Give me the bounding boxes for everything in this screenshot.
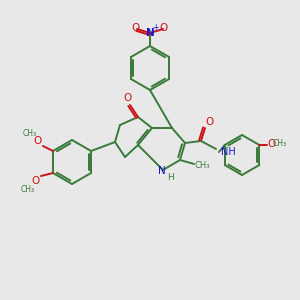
Text: N: N bbox=[146, 28, 154, 38]
Text: O: O bbox=[267, 139, 275, 149]
Text: H: H bbox=[167, 172, 173, 182]
Text: O: O bbox=[123, 93, 131, 103]
Text: O: O bbox=[205, 117, 213, 127]
Text: O: O bbox=[160, 23, 168, 33]
Text: O: O bbox=[34, 136, 42, 146]
Text: NH: NH bbox=[221, 147, 236, 157]
Text: CH₃: CH₃ bbox=[272, 140, 286, 148]
Text: +: + bbox=[152, 22, 158, 32]
Text: N: N bbox=[158, 166, 166, 176]
Text: CH₃: CH₃ bbox=[21, 184, 35, 194]
Text: O: O bbox=[132, 23, 140, 33]
Text: O: O bbox=[32, 176, 40, 186]
Text: CH₃: CH₃ bbox=[194, 161, 210, 170]
Text: CH₃: CH₃ bbox=[23, 130, 37, 139]
